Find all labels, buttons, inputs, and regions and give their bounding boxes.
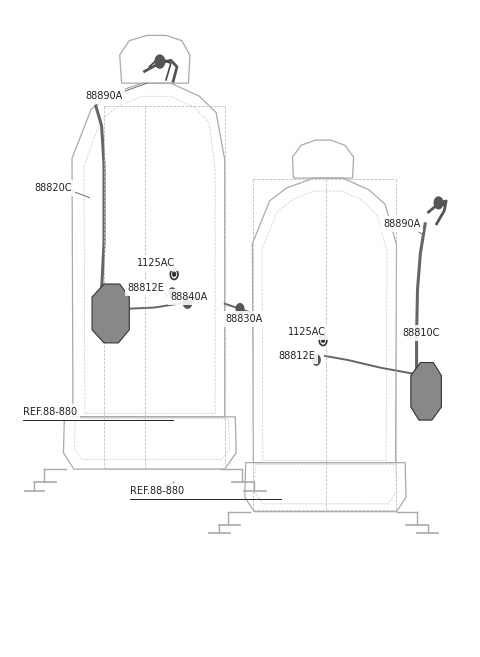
Text: 88812E: 88812E (128, 283, 165, 293)
Text: 88840A: 88840A (171, 292, 208, 302)
Circle shape (434, 197, 443, 209)
Circle shape (173, 272, 176, 276)
Circle shape (312, 355, 320, 365)
Circle shape (169, 288, 176, 297)
Text: 1125AC: 1125AC (288, 327, 326, 337)
Text: REF.88-880: REF.88-880 (23, 407, 77, 417)
Text: 88820C: 88820C (35, 183, 72, 193)
Text: 88812E: 88812E (278, 351, 315, 361)
Polygon shape (411, 363, 442, 420)
Text: 88810C: 88810C (402, 328, 440, 338)
Circle shape (322, 338, 324, 342)
Circle shape (183, 296, 192, 308)
Text: 88890A: 88890A (85, 91, 122, 101)
Polygon shape (92, 284, 129, 343)
Circle shape (236, 304, 244, 314)
Text: 1125AC: 1125AC (137, 258, 175, 268)
Text: 88830A: 88830A (226, 313, 263, 324)
Text: REF.88-880: REF.88-880 (130, 486, 184, 496)
Text: 88890A: 88890A (383, 219, 420, 229)
Circle shape (155, 55, 165, 68)
